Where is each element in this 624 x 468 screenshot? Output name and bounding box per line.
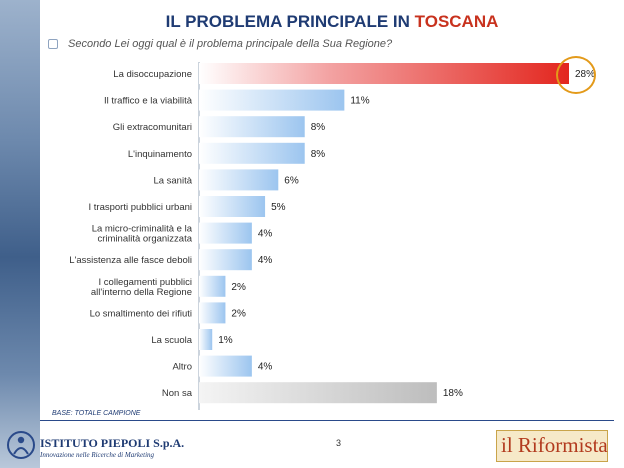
value-label: 8% xyxy=(311,149,326,160)
bar xyxy=(199,116,305,138)
bar xyxy=(199,63,569,84)
title-region: TOSCANA xyxy=(414,12,499,31)
footer-rule xyxy=(40,420,614,421)
value-label: 11% xyxy=(350,96,369,107)
il-riformista-logo: il Riformista xyxy=(496,430,608,462)
base-note: BASE: TOTALE CAMPIONE xyxy=(52,410,141,417)
bar xyxy=(199,222,252,244)
question-text: Secondo Lei oggi qual è il problema prin… xyxy=(48,38,392,50)
bar xyxy=(199,196,266,217)
value-label: 1% xyxy=(218,335,233,346)
category-label: L'assistenza alle fasce deboli xyxy=(69,255,192,266)
istituto-piepoli-logo: ISTITUTO PIEPOLI S.p.A. Innovazione nell… xyxy=(6,428,184,464)
bar xyxy=(199,329,213,350)
bar xyxy=(199,355,252,377)
category-label: Il traffico e la viabilità xyxy=(104,96,193,107)
value-label: 5% xyxy=(271,202,286,213)
value-label: 8% xyxy=(311,122,326,133)
value-label: 4% xyxy=(258,255,273,266)
category-label: Non sa xyxy=(162,388,193,399)
category-label: I trasporti pubblici urbani xyxy=(89,202,193,213)
bar xyxy=(199,302,226,324)
value-label: 18% xyxy=(443,388,463,399)
bar xyxy=(199,382,437,404)
category-label: I collegamenti pubblici all'interno della… xyxy=(91,277,192,298)
bar xyxy=(199,142,305,164)
category-label: La sanità xyxy=(153,175,192,186)
bullet-icon xyxy=(48,39,58,50)
sidebar-gradient xyxy=(0,0,40,468)
value-label: 2% xyxy=(231,308,246,319)
category-label: La scuola xyxy=(151,335,192,346)
title-prefix: IL PROBLEMA PRINCIPALE IN xyxy=(165,12,415,31)
category-label: Altro xyxy=(172,362,192,373)
piepoli-emblem-icon xyxy=(7,431,35,459)
value-label: 4% xyxy=(258,362,273,373)
question-label: Secondo Lei oggi qual è il problema prin… xyxy=(68,38,393,50)
value-label: 6% xyxy=(284,175,299,186)
logo-tagline: Innovazione nelle Ricerche di Marketing xyxy=(40,451,155,459)
category-label: Gli extracomunitari xyxy=(113,122,192,133)
bar xyxy=(199,275,226,297)
category-label: Lo smaltimento dei rifiuti xyxy=(90,308,192,319)
category-label: La disoccupazione xyxy=(113,69,192,80)
page-number: 3 xyxy=(336,438,342,448)
logo-name: ISTITUTO PIEPOLI S.p.A. xyxy=(40,436,185,450)
highlight-ring xyxy=(556,56,596,94)
logo-riformista-text: il Riformista xyxy=(501,433,608,457)
value-label: 4% xyxy=(258,229,273,240)
category-label: La micro-criminalità e la criminalità org… xyxy=(92,224,193,245)
page-title: IL PROBLEMA PRINCIPALE IN TOSCANA xyxy=(40,12,624,32)
bar xyxy=(199,249,252,271)
bar xyxy=(199,89,345,111)
value-label: 2% xyxy=(231,282,246,293)
bar xyxy=(199,169,279,191)
category-label: L'inquinamento xyxy=(128,149,192,160)
